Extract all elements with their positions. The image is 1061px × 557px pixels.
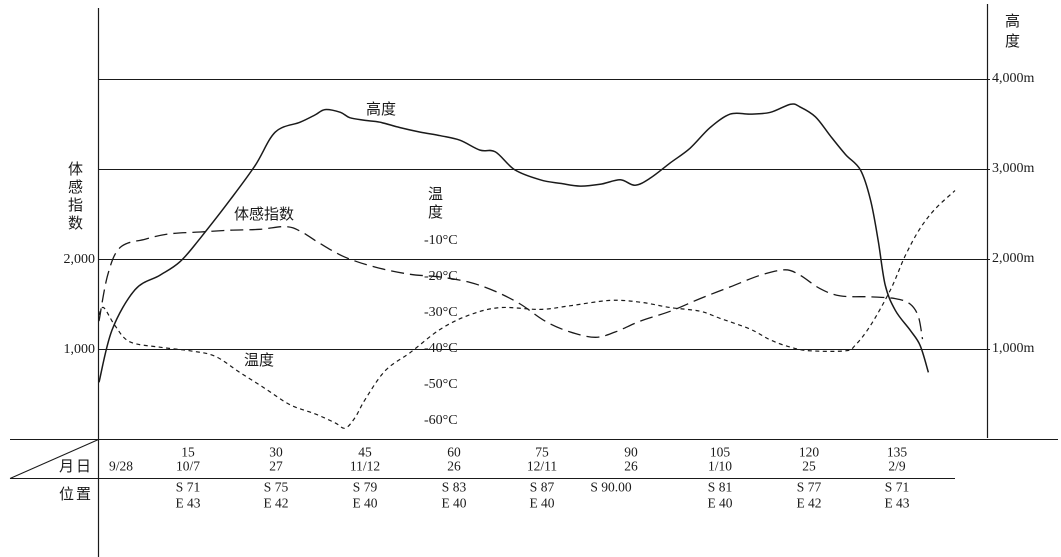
table-date-cell: 1/10 [707, 458, 733, 474]
table-date-cell: 27 [269, 458, 283, 474]
altitude-series-label: 高度 [366, 100, 397, 118]
table-day-cell: 30 [269, 444, 283, 460]
table-day-cell: 15 [181, 444, 195, 460]
table-lon-cell: E 42 [263, 495, 289, 511]
table-day-cell: 120 [798, 444, 820, 460]
temperature-tick-label: -50°C [424, 377, 458, 392]
right-tick-label: 3,000m [992, 161, 1035, 176]
wind-chill-series-label: 体感指数 [234, 205, 295, 223]
table-day-cell: 75 [535, 444, 549, 460]
table-date-cell: 12/11 [526, 458, 558, 474]
table-date-cell: 9/28 [108, 458, 134, 474]
table-header-diagonal [9, 439, 99, 479]
table-lat-cell: S 75 [263, 479, 289, 495]
table-date-cell: 25 [802, 458, 816, 474]
table-day-cell: 105 [709, 444, 731, 460]
temperature-axis-title: 温度 [426, 186, 444, 222]
table-lat-cell: S 87 [529, 479, 555, 495]
right-axis-title: 高度 [1003, 13, 1021, 53]
table-lon-cell: E 40 [441, 495, 467, 511]
table-lat-cell: S 79 [352, 479, 378, 495]
temperature-tick-label: -30°C [424, 305, 458, 320]
table-date-cell: 10/7 [175, 458, 201, 474]
table-lon-cell: E 40 [707, 495, 733, 511]
grid-layer [98, 79, 990, 350]
temperature-tick-label: -60°C [424, 413, 458, 428]
date-row-label: 月日 [59, 457, 94, 475]
temperature-tick-label: -20°C [424, 269, 458, 284]
left-axis-title: 体感指数 [66, 161, 84, 233]
table-date-cell: 26 [447, 458, 461, 474]
temperature-tick-label: -10°C [424, 233, 458, 248]
temperature-tick-label: -40°C [424, 341, 458, 356]
table-lat-cell: S 71 [175, 479, 201, 495]
right-tick-label: 1,000m [992, 341, 1035, 356]
table-lon-cell: E 40 [529, 495, 555, 511]
table-day-cell: 60 [447, 444, 461, 460]
table-lat-cell: S 90.00 [590, 479, 632, 495]
table-date-cell: 11/12 [349, 458, 381, 474]
altitude-line [98, 103, 930, 383]
table-lat-cell: S 81 [707, 479, 733, 495]
table-day-cell: 90 [624, 444, 638, 460]
table-lon-cell: E 43 [175, 495, 201, 511]
table-date-cell: 26 [624, 458, 638, 474]
table-lat-cell: S 71 [884, 479, 910, 495]
table-lat-cell: S 77 [796, 479, 822, 495]
temperature-series-label: 温度 [244, 351, 275, 369]
position-row-label: 位置 [59, 485, 94, 503]
table-lat-cell: S 83 [441, 479, 467, 495]
table-day-cell: 135 [886, 444, 908, 460]
table-day-cell: 45 [358, 444, 372, 460]
table-lon-cell: E 42 [796, 495, 822, 511]
table-lon-cell: E 40 [352, 495, 378, 511]
temperature-line [98, 190, 956, 429]
right-tick-label: 4,000m [992, 71, 1035, 86]
wind-chill-index-line [98, 225, 924, 340]
table-date-cell: 2/9 [888, 458, 906, 474]
table-lon-cell: E 43 [884, 495, 910, 511]
left-tick-label: 1,000 [63, 342, 96, 357]
left-tick-label: 2,000 [63, 252, 96, 267]
right-tick-label: 2,000m [992, 251, 1035, 266]
